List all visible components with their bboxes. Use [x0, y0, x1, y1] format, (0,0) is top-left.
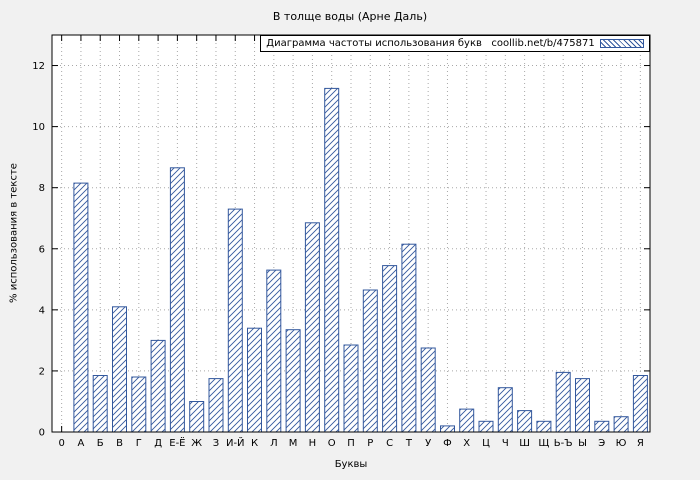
legend: Диаграмма частоты использования букв coo… [260, 35, 650, 52]
x-tick-label: С [386, 438, 393, 449]
x-tick-label: П [347, 438, 355, 449]
bar [227, 208, 243, 433]
x-tick-label: Т [405, 438, 413, 449]
bar [362, 289, 378, 433]
bar [594, 420, 610, 433]
y-tick-label: 8 [39, 183, 45, 194]
y-tick-label: 4 [39, 305, 45, 316]
bar [478, 420, 494, 433]
x-tick-label: В [116, 438, 123, 449]
bar [632, 375, 648, 433]
x-tick-label: Ц [482, 438, 490, 449]
x-tick-label: З [213, 438, 219, 449]
x-tick-label: Г [136, 438, 142, 449]
y-tick-label: 6 [39, 244, 45, 255]
x-tick-label: А [78, 438, 85, 449]
bar [150, 339, 166, 433]
x-tick-label: Н [309, 438, 317, 449]
x-tick-label: Ж [191, 438, 202, 449]
bar [285, 329, 301, 433]
x-tick-label: Ф [443, 438, 452, 449]
bar [555, 371, 571, 433]
x-tick-label: 0 [58, 438, 64, 449]
chart-title: В толще воды (Арне Даль) [272, 10, 428, 23]
bar [382, 265, 398, 433]
bar [73, 182, 89, 433]
x-tick-label: Б [97, 438, 104, 449]
x-tick-label: Ш [519, 438, 530, 449]
bar [401, 243, 417, 433]
y-tick-label: 2 [39, 366, 45, 377]
bar [208, 378, 224, 433]
bar [266, 269, 282, 433]
y-tick-label: 0 [39, 428, 45, 439]
bar [517, 410, 533, 433]
x-axis-label: Буквы [334, 459, 368, 470]
x-tick-label: Х [463, 438, 470, 449]
bar [420, 347, 436, 433]
y-tick-label: 10 [32, 122, 45, 133]
x-tick-label: Ч [502, 438, 509, 449]
bar [112, 306, 127, 433]
x-tick-label: Р [367, 438, 373, 449]
x-tick-label: Ы [578, 438, 587, 449]
x-tick-label: К [251, 438, 258, 449]
y-tick-label: 12 [32, 61, 45, 72]
bar [575, 378, 590, 433]
x-tick-label: Е-Ё [169, 436, 185, 449]
x-tick-label: Л [270, 438, 278, 449]
bar [247, 327, 262, 433]
bar [536, 420, 552, 433]
bar [131, 376, 147, 433]
x-tick-label: Э [598, 438, 605, 449]
bar [189, 401, 205, 433]
x-tick-label: О [328, 438, 336, 449]
x-tick-label: Ю [616, 438, 627, 449]
bar [440, 425, 455, 433]
x-tick-label: И-Й [226, 436, 245, 449]
legend-swatch-hatch-icon [600, 39, 644, 48]
bar [324, 87, 340, 433]
x-tick-label: М [289, 438, 298, 449]
bar [169, 167, 185, 433]
bar [92, 375, 108, 433]
x-tick-label: У [425, 438, 431, 449]
bar [343, 344, 359, 433]
x-tick-label: Щ [538, 438, 549, 449]
x-tick-label: Ь-Ъ [554, 438, 573, 449]
x-tick-label: Д [154, 438, 162, 449]
bar [459, 408, 475, 433]
legend-label: Диаграмма частоты использования букв coo… [266, 38, 595, 49]
bar [304, 222, 320, 433]
bar [613, 416, 629, 433]
x-tick-label: Я [637, 438, 644, 449]
bar [497, 387, 513, 433]
